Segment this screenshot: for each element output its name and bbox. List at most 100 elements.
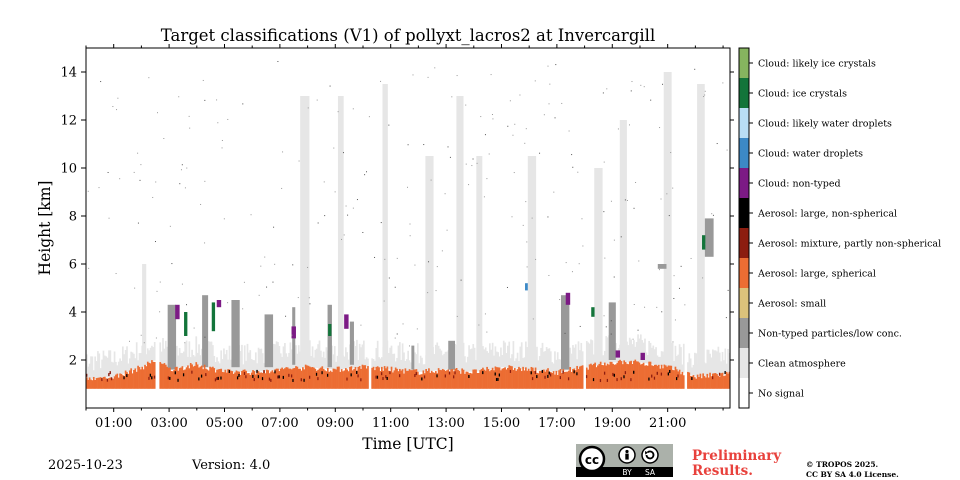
clean-atmosphere-cell <box>713 350 716 376</box>
clean-atmosphere-cell <box>378 357 380 369</box>
noise-speckle <box>605 326 607 328</box>
clean-atmosphere-cell <box>558 359 560 372</box>
aerosol-large-spherical-cell <box>209 366 211 389</box>
clean-atmosphere-cell <box>94 356 96 379</box>
clean-atmosphere-cell <box>674 345 677 370</box>
aerosol-large-spherical-cell <box>620 361 623 389</box>
aerosol-large-spherical-cell <box>605 365 608 389</box>
noise-speckle <box>563 303 565 305</box>
noise-speckle <box>186 304 188 306</box>
aerosol-large-spherical-cell <box>682 375 685 389</box>
aerosol-mixture-cell <box>198 377 200 381</box>
clean-atmosphere-cell <box>410 362 412 372</box>
clean-atmosphere-cell <box>130 351 133 372</box>
clean-atmosphere-cell <box>86 354 88 380</box>
aerosol-mixture-cell <box>214 378 217 382</box>
clean-atmosphere-cell <box>346 352 349 369</box>
clean-atmosphere-cell <box>493 355 495 369</box>
aerosol-large-spherical-cell <box>674 366 677 389</box>
aerosol-large-spherical-cell <box>549 371 552 389</box>
aerosol-large-spherical-cell <box>325 371 328 389</box>
aerosol-mixture-cell <box>205 373 207 377</box>
clean-atmosphere-cell <box>362 340 365 368</box>
noise-speckle <box>243 281 245 283</box>
aerosol-large-spherical-cell <box>223 372 225 389</box>
noise-speckle <box>513 172 515 174</box>
aerosol-large-spherical-cell <box>561 373 563 389</box>
aerosol-large-spherical-cell <box>225 372 228 389</box>
clean-atmosphere-cell <box>279 353 282 370</box>
clean-atmosphere-cell <box>220 350 223 371</box>
aerosol-mixture-cell <box>651 374 653 378</box>
clean-atmosphere-cell <box>110 361 113 378</box>
clean-atmosphere-cell <box>527 358 530 370</box>
noise-speckle <box>179 183 181 185</box>
aerosol-large-spherical-cell <box>336 366 339 389</box>
aerosol-large-spherical-cell <box>257 371 260 389</box>
aerosol-large-spherical-cell <box>105 378 108 389</box>
aerosol-large-spherical-cell <box>728 371 731 389</box>
aerosol-mixture-cell <box>109 371 111 375</box>
colorbar-swatch <box>739 138 749 168</box>
aerosol-large-spherical-cell <box>490 369 493 389</box>
clean-atmosphere-cell <box>630 339 632 363</box>
cloud-non-typed-patch <box>291 326 296 339</box>
clean-atmosphere-cell <box>653 349 656 365</box>
aerosol-large-spherical-cell <box>299 368 301 389</box>
aerosol-mixture-cell <box>200 374 203 378</box>
noise-speckle <box>184 342 186 344</box>
aerosol-large-spherical-cell <box>144 364 146 389</box>
noise-speckle <box>308 297 310 299</box>
noise-speckle <box>672 187 674 189</box>
clean-atmosphere-cell <box>333 346 336 370</box>
clean-atmosphere-cell <box>572 345 574 370</box>
clean-atmosphere-cell <box>217 361 220 371</box>
clean-atmosphere-cell <box>662 351 664 367</box>
aerosol-large-spherical-cell <box>202 369 205 389</box>
clean-atmosphere-cell <box>379 358 382 369</box>
aerosol-large-spherical-cell <box>700 378 703 389</box>
aerosol-mixture-cell <box>599 379 602 383</box>
aerosol-large-spherical-cell <box>455 367 458 389</box>
noise-speckle <box>204 180 206 182</box>
aerosol-large-spherical-cell <box>170 371 173 389</box>
aerosol-mixture-cell <box>559 376 562 380</box>
clean-atmosphere-cell <box>209 341 211 369</box>
clean-atmosphere-cell <box>299 351 301 368</box>
aerosol-mixture-cell <box>263 370 265 374</box>
aerosol-large-spherical-cell <box>356 370 358 389</box>
clean-atmosphere-column <box>697 84 705 365</box>
colorbar: No signal Clean atmosphere Non-typed parti… <box>738 47 941 409</box>
clean-atmosphere-cell <box>454 344 457 371</box>
aerosol-large-spherical-cell <box>461 368 464 389</box>
noise-speckle <box>188 115 190 117</box>
clean-atmosphere-cell <box>595 354 598 366</box>
noise-speckle <box>451 96 453 98</box>
aerosol-large-spherical-cell <box>581 365 584 389</box>
clean-atmosphere-cell <box>543 351 545 371</box>
clean-atmosphere-cell <box>389 347 391 370</box>
clean-atmosphere-cell <box>274 344 277 371</box>
aerosol-mixture-cell <box>126 374 128 378</box>
noise-speckle <box>159 311 161 313</box>
noise-speckle <box>217 122 219 124</box>
clean-atmosphere-cell <box>152 347 155 362</box>
noise-speckle <box>134 287 136 289</box>
clean-atmosphere-cell <box>507 345 509 368</box>
aerosol-large-spherical-cell <box>637 361 639 389</box>
aerosol-mixture-cell <box>101 378 103 382</box>
aerosol-large-spherical-cell <box>631 364 634 389</box>
clean-atmosphere-cell <box>440 350 443 371</box>
aerosol-large-spherical-cell <box>332 368 335 389</box>
aerosol-large-spherical-cell <box>638 362 641 389</box>
clean-atmosphere-cell <box>482 346 484 371</box>
noise-speckle <box>703 96 705 98</box>
noise-speckle <box>514 123 516 125</box>
clean-atmosphere-cell <box>113 351 116 377</box>
aerosol-mixture-cell <box>576 372 578 376</box>
aerosol-large-spherical-cell <box>422 370 425 389</box>
aerosol-mixture-cell <box>300 378 303 382</box>
aerosol-large-spherical-cell <box>383 366 386 389</box>
clean-atmosphere-cell <box>302 353 304 368</box>
aerosol-large-spherical-cell <box>476 372 479 389</box>
